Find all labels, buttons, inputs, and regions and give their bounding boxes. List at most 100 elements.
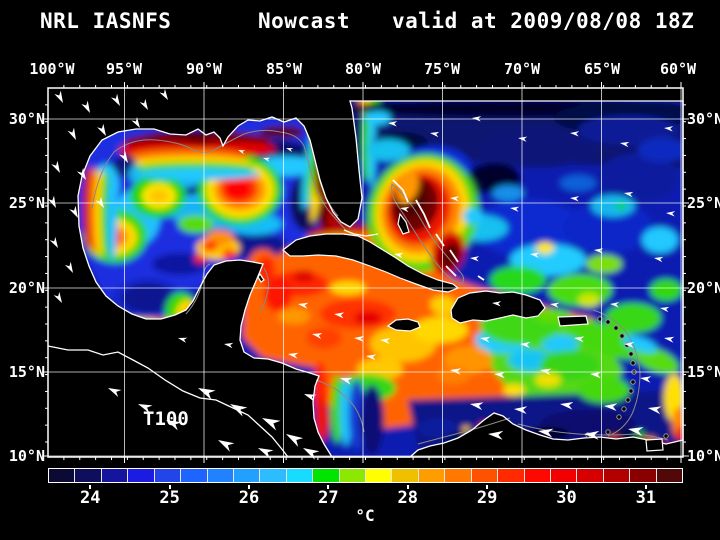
lat-tick-label: 25°N: [8, 194, 45, 212]
temp-field-blob: [396, 172, 420, 204]
wind-arrow: [594, 248, 604, 254]
temp-field-blob: [439, 242, 461, 270]
wind-arrows: [47, 88, 676, 460]
colorbar-tick: [565, 485, 568, 489]
wind-arrow: [138, 404, 153, 414]
colorbar-tick: [644, 485, 647, 489]
antilles-island: [605, 429, 611, 435]
wind-arrow: [570, 196, 580, 202]
temp-field-blob: [149, 189, 169, 203]
lat-tick-label: 15°N: [687, 363, 720, 381]
colorbar-segment: [577, 469, 604, 482]
temp-field-blob: [120, 318, 184, 336]
wind-arrow: [166, 420, 182, 431]
island: [557, 315, 589, 327]
wind-arrow: [288, 352, 299, 359]
lat-tick-label: 25°N: [687, 194, 720, 212]
island: [450, 290, 546, 324]
temp-field-blob: [118, 318, 158, 330]
temp-field-blob: [412, 317, 468, 343]
wind-arrow: [520, 341, 531, 348]
wind-arrow: [470, 256, 480, 262]
colorbar-segment: [75, 469, 102, 482]
wind-arrow: [178, 337, 188, 343]
wind-arrow: [97, 123, 106, 136]
temp-field-blob: [430, 296, 456, 312]
wind-arrow: [224, 342, 234, 349]
temp-field-blob: [360, 385, 384, 455]
temp-field-blob: [278, 308, 310, 324]
wind-arrow: [95, 196, 104, 208]
lon-tick-label: 90°W: [185, 60, 223, 78]
lon-tick-label: 65°W: [583, 60, 621, 78]
colorbar-segment: [286, 469, 314, 482]
wind-arrow: [648, 406, 662, 415]
colorbar-segment: [313, 469, 340, 482]
colorbar-tick-value: 28: [397, 488, 419, 508]
wind-arrow: [584, 430, 600, 440]
temp-field-blob: [293, 270, 315, 282]
colorbar-segment: [551, 469, 578, 482]
island: [397, 212, 410, 235]
lon-tick-label: 85°W: [265, 60, 303, 78]
colorbar-tick-value: 24: [80, 488, 101, 508]
colorbar-segment: [339, 469, 367, 482]
temp-field-blob: [638, 138, 683, 162]
wind-arrow: [218, 440, 235, 452]
colorbar-tick: [327, 485, 330, 489]
colorbar-tick: [168, 485, 171, 489]
wind-arrow: [450, 368, 462, 375]
temp-field-blob: [605, 303, 661, 333]
temp-field-blob: [567, 320, 649, 360]
temp-field-blob: [578, 115, 678, 145]
colorbar-tick-value: 27: [318, 488, 339, 508]
wind-arrow: [492, 301, 502, 307]
colorbar-segment: [498, 469, 525, 482]
wind-arrow: [664, 336, 675, 343]
antilles-island: [613, 325, 619, 331]
wind-arrow: [49, 236, 58, 248]
wind-arrow: [69, 205, 78, 218]
wind-arrow: [230, 404, 248, 417]
temp-field-blob: [222, 249, 236, 259]
wind-arrow: [262, 418, 281, 431]
wind-arrow: [354, 335, 365, 342]
temp-field-blob: [578, 293, 600, 307]
wind-arrow: [53, 291, 62, 303]
colorbar-segment: [260, 469, 287, 482]
colorbar-segment: [128, 469, 155, 482]
colorbar-tick-value: 30: [556, 488, 577, 508]
wind-arrow: [570, 131, 580, 137]
temp-field-blob: [176, 300, 198, 332]
wind-arrow: [334, 312, 345, 319]
wind-arrow: [139, 98, 148, 110]
temp-field-blob: [178, 215, 214, 233]
island: [282, 233, 460, 293]
bahama-island: [392, 179, 409, 203]
depth-variable-label: T100: [143, 408, 189, 430]
wind-arrow: [298, 302, 309, 309]
colorbar-segment: [207, 469, 234, 482]
temp-field-blob: [202, 241, 218, 251]
wind-arrow: [238, 150, 246, 155]
island: [645, 438, 664, 452]
colorbar-segment: [366, 469, 393, 482]
title-product: Nowcast: [258, 9, 351, 33]
colorbar-tick: [248, 485, 251, 489]
temperature-colorbar: [48, 468, 683, 483]
temp-field-blob: [586, 255, 622, 273]
antilles-island: [621, 406, 627, 412]
temp-field-blob: [542, 335, 578, 353]
wind-arrow: [654, 256, 664, 263]
colorbar-segment: [630, 469, 657, 482]
antilles-island: [625, 397, 631, 403]
wind-arrow: [624, 191, 634, 198]
wind-arrow: [472, 116, 482, 122]
temp-field-blob: [107, 173, 117, 261]
temp-field-blob: [490, 266, 546, 294]
bahama-island: [477, 275, 485, 281]
wind-arrow: [660, 306, 670, 313]
lon-tick-label: 70°W: [503, 60, 541, 78]
temp-field-blob: [365, 111, 391, 125]
colorbar-segment: [392, 469, 419, 482]
